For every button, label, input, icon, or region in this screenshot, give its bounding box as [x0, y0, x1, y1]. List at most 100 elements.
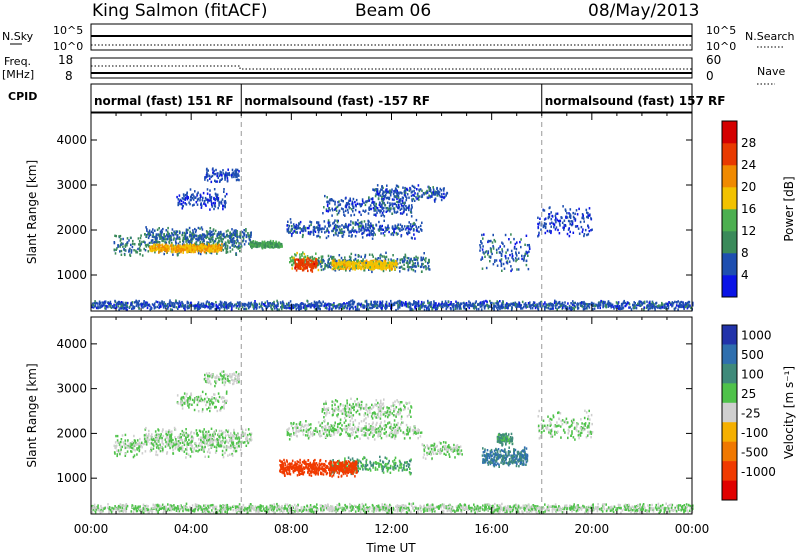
power-scatter-cell [423, 192, 425, 194]
power-scatter-cell [129, 254, 131, 256]
power-hotspot-cell [190, 245, 192, 247]
power-scatter-cell [140, 234, 142, 236]
power-scatter-cell [515, 303, 517, 305]
power-scatter-cell [333, 200, 335, 202]
power-scatter-cell [499, 245, 501, 247]
power-scatter-cell [392, 304, 394, 306]
power-scatter-cell [334, 201, 336, 203]
power-scatter-cell [148, 250, 150, 252]
power-scatter-cell [215, 198, 217, 200]
power-scatter-cell [416, 198, 418, 200]
power-scatter-cell [336, 226, 338, 228]
power-scatter-cell [420, 225, 422, 227]
power-scatter-cell [200, 202, 202, 204]
power-scatter-cell [125, 246, 127, 248]
power-scatter-cell [392, 254, 394, 256]
power-hotspot-cell [168, 245, 170, 247]
power-scatter-cell [608, 306, 610, 308]
power-scatter-cell [277, 305, 279, 307]
power-scatter-cell [390, 300, 392, 302]
power-scatter-cell [107, 306, 109, 308]
power-scatter-cell [157, 233, 159, 235]
power-scatter-cell [231, 176, 233, 178]
power-scatter-cell [576, 209, 578, 211]
power-scatter-cell [676, 304, 678, 306]
power-scatter-cell [417, 193, 419, 195]
power-scatter-cell [366, 306, 368, 308]
power-scatter-cell [479, 244, 481, 246]
power-scatter-cell [207, 199, 209, 201]
power-scatter-cell [322, 255, 324, 257]
power-scatter-cell [415, 258, 417, 260]
power-scatter-cell [416, 219, 418, 221]
power-scatter-cell [443, 197, 445, 199]
power-scatter-cell [358, 228, 360, 230]
power-scatter-cell [403, 211, 405, 213]
power-scatter-cell [482, 237, 484, 239]
power-scatter-cell [323, 259, 325, 261]
power-scatter-cell [383, 270, 385, 272]
power-scatter-cell [413, 190, 415, 192]
power-scatter-cell [443, 187, 445, 189]
power-scatter-cell [394, 231, 396, 233]
power-scatter-cell [326, 237, 328, 239]
power-scatter-cell [403, 302, 405, 304]
power-scatter-cell [423, 305, 425, 307]
power-scatter-cell [139, 253, 141, 255]
power-scatter-cell [310, 231, 312, 233]
power-scatter-cell [271, 303, 273, 305]
power-scatter-cell [565, 210, 567, 212]
power-scatter-cell [388, 305, 390, 307]
freq-unit: [MHz] [2, 68, 34, 81]
power-scatter-cell [435, 302, 437, 304]
power-scatter-cell [402, 200, 404, 202]
power-scatter-cell [214, 240, 216, 242]
power-scatter-cell [510, 241, 512, 243]
power-scatter-cell [412, 260, 414, 262]
power-scatter-cell [650, 305, 652, 307]
power-scatter-cell [179, 300, 181, 302]
power-scatter-cell [398, 204, 400, 206]
power-scatter-cell [494, 259, 496, 261]
power-hotspot-cell [166, 245, 168, 247]
power-scatter-cell [227, 245, 229, 247]
power-scatter-cell [385, 229, 387, 231]
power-scatter-cell [151, 307, 153, 309]
power-scatter-cell [182, 207, 184, 209]
power-scatter-cell [496, 259, 498, 261]
power-scatter-cell [490, 302, 492, 304]
power-scatter-cell [569, 223, 571, 225]
power-scatter-cell [480, 301, 482, 303]
power-scatter-cell [545, 232, 547, 234]
power-scatter-cell [199, 234, 201, 236]
power-scatter-cell [484, 256, 486, 258]
power-scatter-cell [478, 303, 480, 305]
power-scatter-cell [516, 268, 518, 270]
power-scatter-cell [194, 228, 196, 230]
power-scatter-cell [190, 196, 192, 198]
power-scatter-cell [310, 224, 312, 226]
power-scatter-cell [631, 308, 633, 310]
power-scatter-cell [513, 238, 515, 240]
power-scatter-cell [481, 308, 483, 310]
power-scatter-cell [584, 303, 586, 305]
power-scatter-cell [268, 302, 270, 304]
power-scatter-cell [140, 249, 142, 251]
power-scatter-cell [166, 229, 168, 231]
power-scatter-cell [417, 257, 419, 259]
power-scatter-cell [192, 305, 194, 307]
power-scatter-cell [586, 216, 588, 218]
station-title: King Salmon (fitACF) [92, 1, 268, 21]
power-scatter-cell [257, 304, 259, 306]
power-scatter-cell [411, 215, 413, 217]
power-scatter-cell [493, 305, 495, 307]
power-scatter-cell [306, 308, 308, 310]
power-scatter-cell [435, 198, 437, 200]
power-scatter-cell [455, 305, 457, 307]
power-scatter-cell [196, 235, 198, 237]
power-scatter-cell [328, 266, 330, 268]
power-scatter-cell [496, 300, 498, 302]
power-scatter-cell [141, 304, 143, 306]
power-scatter-cell [359, 211, 361, 213]
